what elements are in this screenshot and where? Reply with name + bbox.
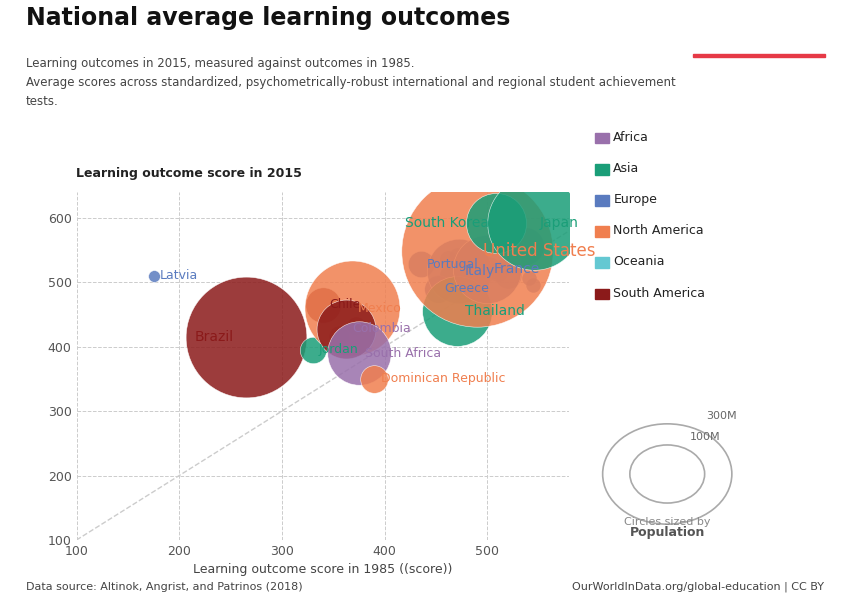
- Text: Dominican Republic: Dominican Republic: [381, 373, 505, 385]
- Point: [523, 274, 536, 283]
- Text: 100M: 100M: [689, 433, 720, 442]
- Point: [490, 267, 504, 277]
- Point: [316, 300, 330, 310]
- Point: [473, 256, 486, 265]
- Point: [349, 321, 363, 331]
- Point: [508, 257, 522, 267]
- Text: Jordan: Jordan: [319, 343, 359, 356]
- Text: Learning outcomes in 2015, measured against outcomes in 1985.: Learning outcomes in 2015, measured agai…: [26, 57, 414, 70]
- Point: [367, 374, 381, 383]
- Point: [431, 284, 445, 293]
- Text: Latvia: Latvia: [160, 269, 198, 282]
- Text: Average scores across standardized, psychometrically-robust international and re: Average scores across standardized, psyc…: [26, 76, 675, 89]
- Text: South Korea: South Korea: [405, 216, 490, 230]
- Text: Asia: Asia: [614, 162, 639, 175]
- Text: Circles sized by: Circles sized by: [624, 517, 711, 527]
- Text: South Africa: South Africa: [366, 347, 441, 359]
- Point: [352, 349, 366, 358]
- Text: Population: Population: [630, 526, 705, 539]
- Text: United States: United States: [483, 242, 596, 260]
- Text: Italy: Italy: [465, 263, 495, 278]
- Point: [339, 324, 353, 334]
- Point: [441, 254, 455, 264]
- Text: Portugal: Portugal: [427, 257, 479, 271]
- Point: [414, 259, 428, 269]
- Point: [489, 218, 502, 228]
- Text: OurWorldInData.org/global-education | CC BY: OurWorldInData.org/global-education | CC…: [573, 582, 824, 592]
- Text: in Data: in Data: [734, 40, 784, 53]
- Text: 300M: 300M: [706, 411, 737, 421]
- Point: [464, 260, 478, 270]
- Point: [458, 257, 472, 266]
- Text: Europe: Europe: [614, 193, 657, 206]
- Point: [470, 247, 484, 256]
- Text: Japan: Japan: [540, 216, 579, 230]
- Text: Mexico: Mexico: [358, 302, 402, 314]
- Point: [518, 241, 532, 251]
- Text: South America: South America: [614, 287, 705, 299]
- Point: [450, 307, 463, 316]
- Point: [345, 303, 359, 313]
- Text: National average learning outcomes: National average learning outcomes: [26, 6, 510, 30]
- Text: France: France: [494, 262, 540, 277]
- Point: [505, 251, 518, 260]
- Bar: [693, 53, 824, 57]
- Text: Thailand: Thailand: [465, 304, 524, 318]
- Text: Learning outcome score in 2015: Learning outcome score in 2015: [76, 167, 303, 180]
- Point: [332, 332, 346, 341]
- Text: Oceania: Oceania: [614, 256, 665, 268]
- Point: [441, 269, 455, 279]
- Text: Greece: Greece: [445, 282, 489, 295]
- Point: [525, 280, 539, 290]
- Point: [239, 332, 252, 342]
- Text: Chile: Chile: [329, 298, 360, 311]
- X-axis label: Learning outcome score in 1985 ((score)): Learning outcome score in 1985 ((score)): [193, 563, 453, 577]
- Text: Africa: Africa: [614, 131, 649, 143]
- Point: [497, 263, 511, 272]
- Point: [513, 248, 527, 257]
- Point: [527, 218, 541, 228]
- Text: tests.: tests.: [26, 95, 59, 109]
- Point: [483, 263, 496, 273]
- Point: [451, 266, 465, 275]
- Point: [450, 250, 463, 260]
- Text: North America: North America: [614, 224, 704, 237]
- Text: Data source: Altinok, Angrist, and Patrinos (2018): Data source: Altinok, Angrist, and Patri…: [26, 582, 302, 592]
- Text: Brazil: Brazil: [195, 330, 234, 344]
- Point: [147, 271, 161, 281]
- Text: Colombia: Colombia: [352, 322, 411, 335]
- Point: [501, 271, 514, 280]
- Text: Our World: Our World: [723, 20, 794, 33]
- Point: [306, 345, 320, 355]
- Point: [480, 265, 494, 274]
